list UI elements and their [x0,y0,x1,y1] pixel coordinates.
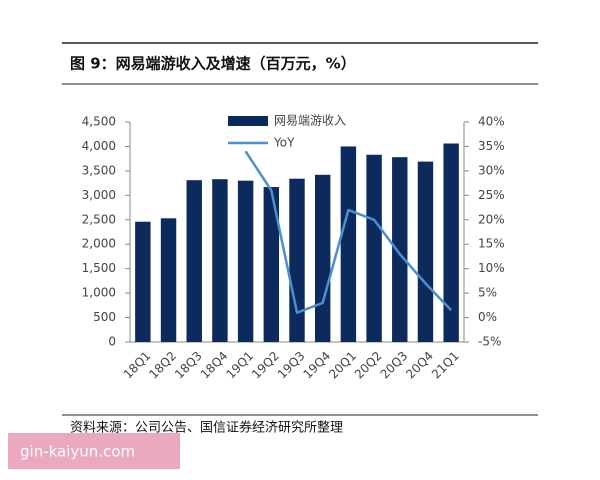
y-tick-label: 3,500 [82,163,116,177]
x-tick-label: 19Q3 [275,349,308,382]
chart-title: 图 9：网易端游收入及增速（百万元，%） [70,55,356,73]
watermark-box [8,433,180,469]
y2-tick-label: 30% [478,163,505,177]
x-tick-label: 18Q1 [121,349,154,382]
y-tick-label: 2,500 [82,212,116,226]
y2-tick-label: 0% [478,310,497,324]
bar [417,161,434,342]
y-tick-label: 2,000 [82,237,116,251]
bar [314,174,331,342]
x-tick-label: 18Q4 [198,349,231,382]
y2-tick-label: -5% [478,335,501,349]
bar [186,180,202,342]
y2-tick-label: 25% [478,188,505,202]
x-tick-label: 19Q2 [249,349,282,382]
y2-tick-label: 10% [478,261,505,275]
y-tick-label: 1,000 [82,286,116,300]
bar [392,157,408,342]
bar [366,154,382,342]
legend-swatch [228,116,268,126]
y2-tick-label: 40% [478,115,505,129]
x-tick-label: 19Q1 [223,349,256,382]
x-tick-label: 21Q1 [429,349,462,382]
y-tick-label: 4,500 [82,115,116,129]
x-tick-label: 18Q2 [146,349,179,382]
x-tick-label: 20Q1 [326,349,359,382]
y-tick-label: 4,000 [82,139,116,153]
x-tick-label: 20Q4 [403,349,436,382]
source: 资料来源：公司公告、国信证券经济研究所整理 [70,420,343,436]
y2-tick-label: 5% [478,286,497,300]
y-tick-label: 1,500 [82,261,116,275]
bar [212,179,228,342]
legend-label: 网易端游收入 [274,114,346,128]
x-tick-label: 20Q2 [352,349,385,382]
y-tick-label: 3,000 [82,188,116,202]
y-tick-label: 0 [108,335,116,349]
bar [160,218,177,342]
legend-label: YoY [273,136,295,150]
bar [263,187,280,342]
watermark: gin-kaiyun.com [20,443,135,461]
bar [443,143,459,342]
bar [135,221,151,342]
y2-tick-label: 20% [478,212,505,226]
y2-tick-label: 15% [478,237,505,251]
bar [340,146,357,342]
y2-tick-label: 35% [478,139,505,153]
x-tick-label: 18Q3 [172,349,205,382]
x-tick-label: 19Q4 [301,349,334,382]
y-tick-label: 500 [93,310,116,324]
bar [237,180,254,342]
bar [289,178,305,342]
x-tick-label: 20Q3 [378,349,411,382]
line [244,150,453,314]
